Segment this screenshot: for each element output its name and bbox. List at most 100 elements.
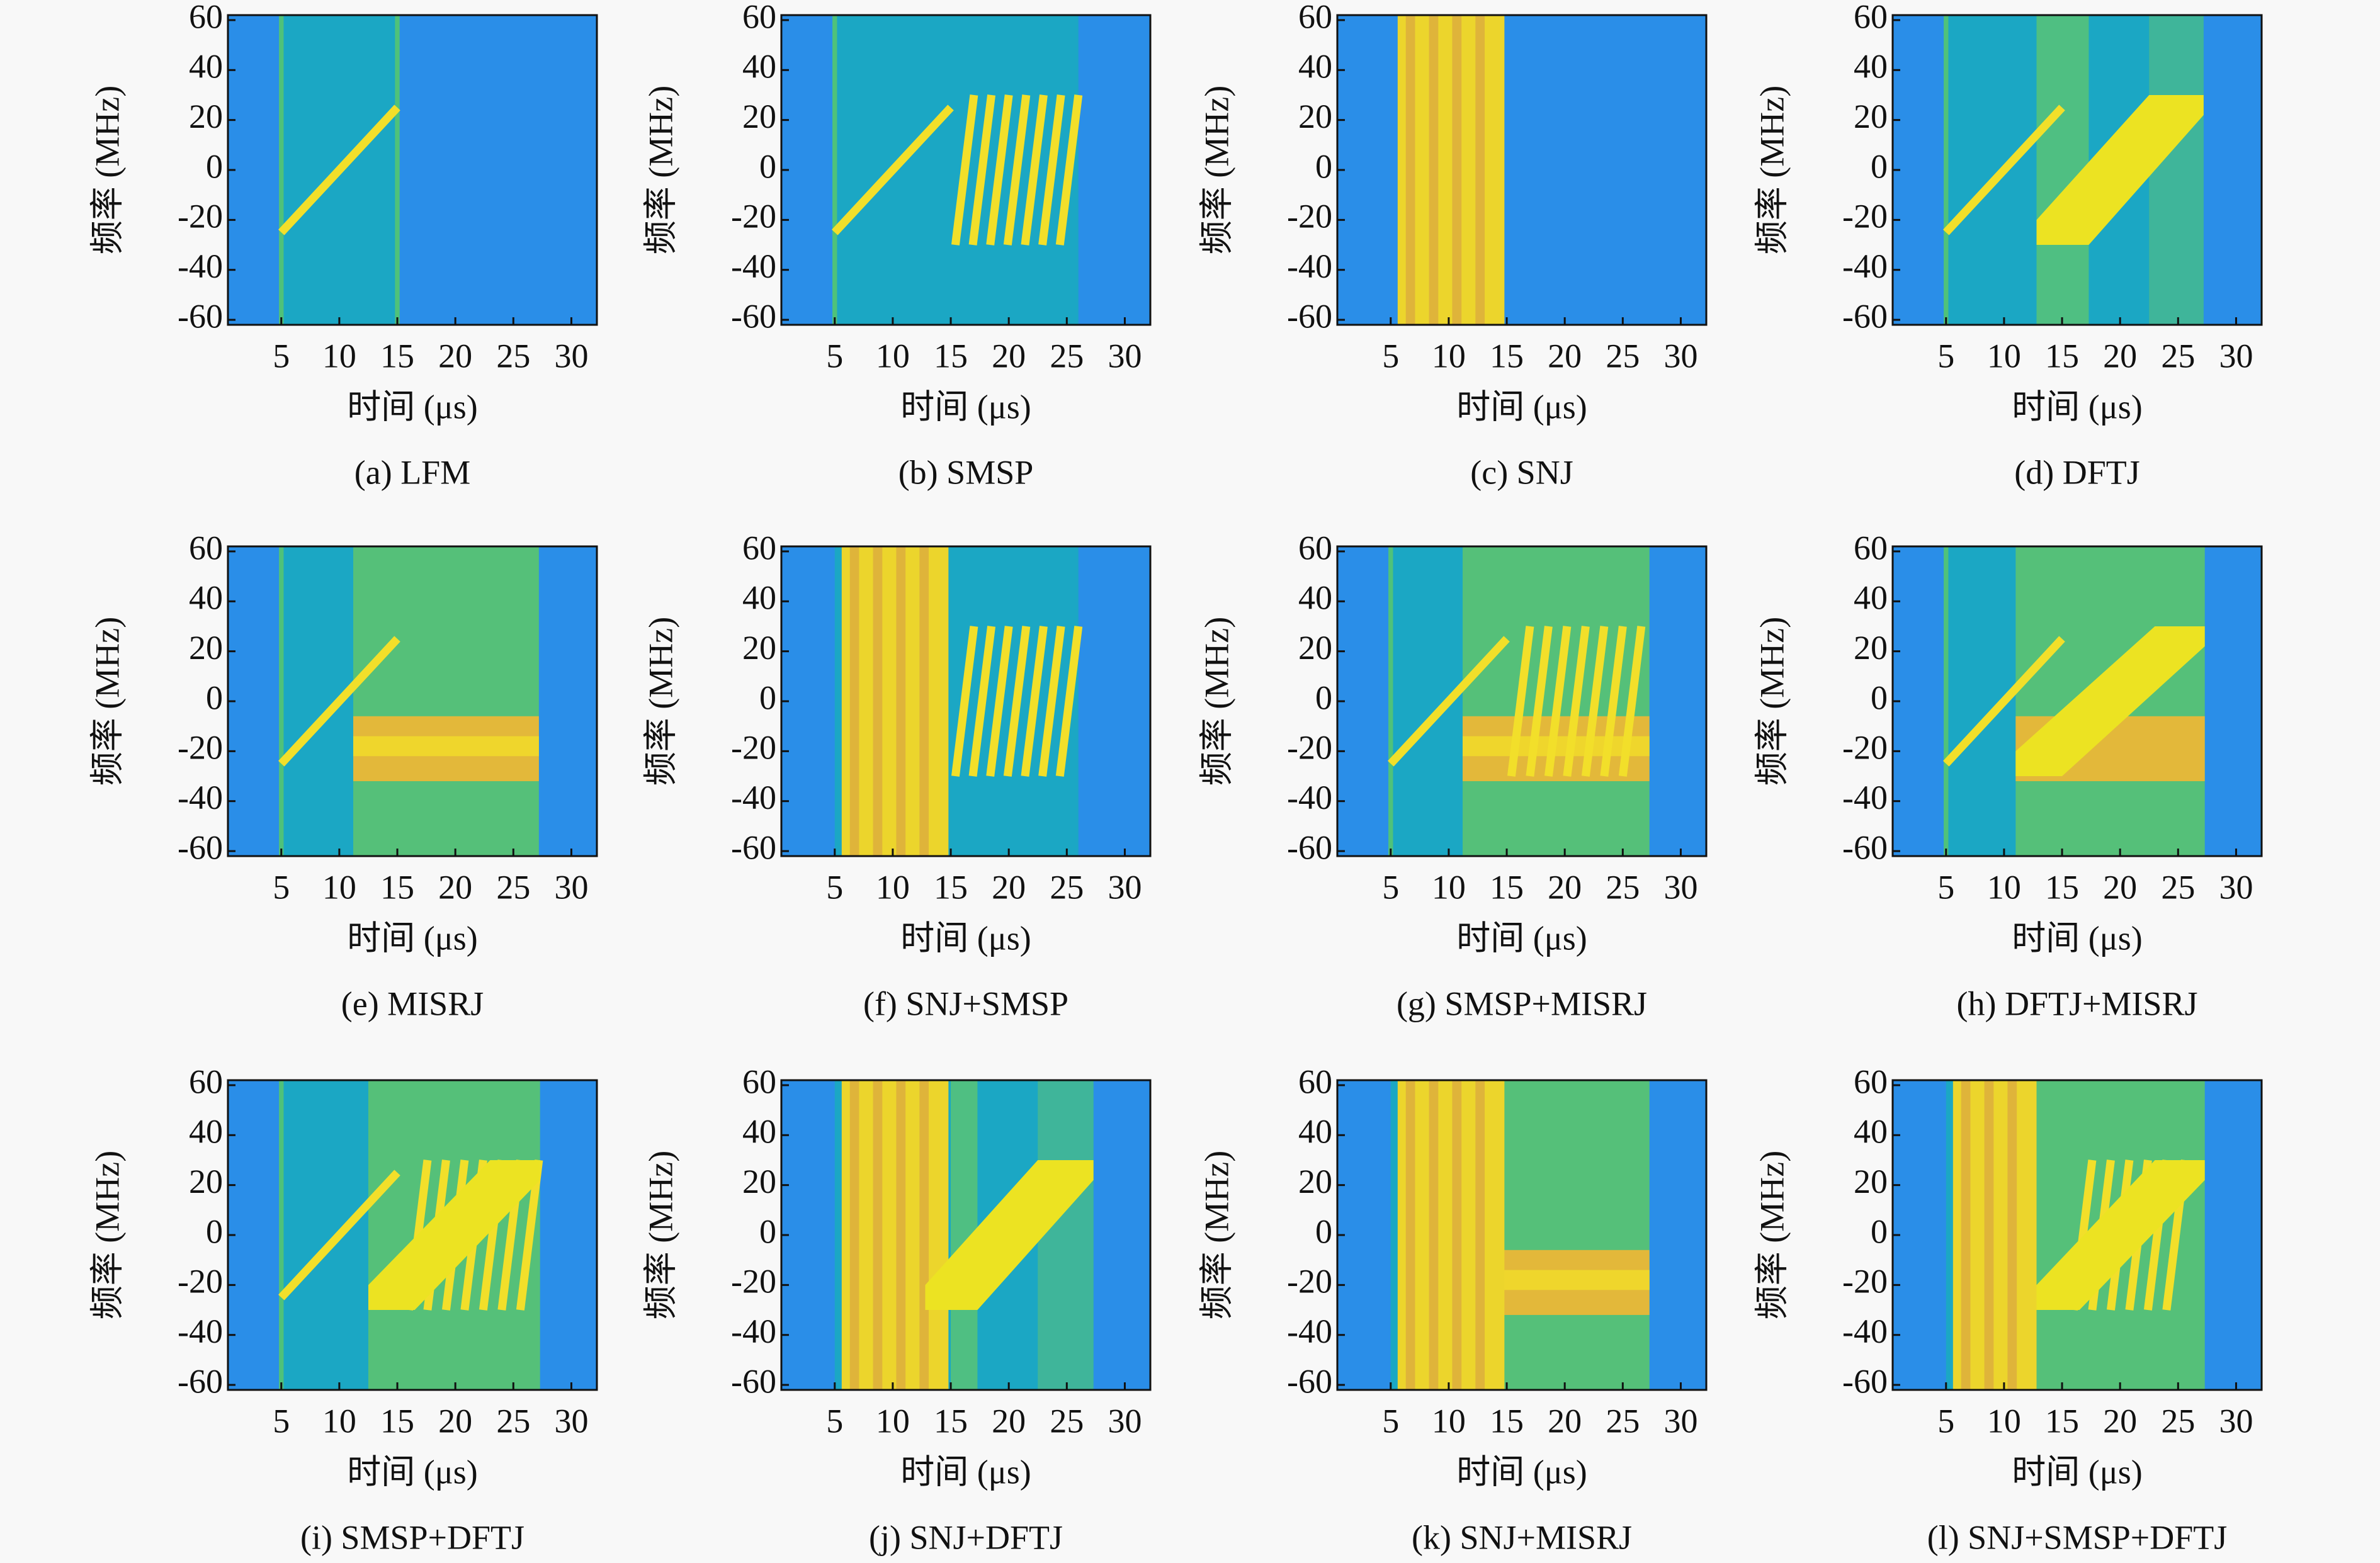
plot-area xyxy=(1893,1080,2262,1390)
x-tick-label: 5 xyxy=(826,1402,843,1440)
region xyxy=(2036,15,2089,325)
y-axis-label: 频率 (MHz) xyxy=(1198,1151,1235,1319)
region xyxy=(873,546,883,856)
panel-caption: (e) MISRJ xyxy=(341,985,484,1022)
panel: 5 10 15 20 25 30 -60 -40 -20 0 20 40 60 时间 (μs) 频率 (MH… xyxy=(1198,1063,1708,1556)
y-tick-label: -20 xyxy=(731,1263,776,1301)
x-tick-label: 5 xyxy=(273,868,290,906)
x-tick-label: 5 xyxy=(1937,868,1954,906)
x-tick-label: 10 xyxy=(876,1402,910,1440)
y-tick-label: -20 xyxy=(178,1263,223,1301)
region xyxy=(279,1080,284,1390)
x-tick-label: 5 xyxy=(273,1402,290,1440)
y-tick-label: -60 xyxy=(178,828,223,866)
chirp xyxy=(1943,636,2065,767)
y-tick-label: 40 xyxy=(189,48,223,86)
y-tick-label: -60 xyxy=(1842,297,1888,335)
panel-caption: (g) SMSP+MISRJ xyxy=(1397,985,1647,1022)
y-tick-label: 0 xyxy=(1315,679,1332,716)
x-tick-label: 15 xyxy=(934,1402,968,1440)
chirp xyxy=(1021,626,1048,777)
y-tick-label: -60 xyxy=(1287,297,1332,335)
x-tick-label: 10 xyxy=(1987,1402,2021,1440)
y-axis-label: 频率 (MHz) xyxy=(1753,1151,1791,1319)
panel: 5 10 15 20 25 30 -60 -40 -20 0 20 40 60 时间 (μs) 频率 (MH… xyxy=(642,1063,1152,1556)
x-axis-label: 时间 (μs) xyxy=(347,388,477,426)
y-tick-label: 60 xyxy=(189,1063,223,1100)
region xyxy=(1961,1080,1971,1390)
x-tick-label: 20 xyxy=(438,337,472,375)
y-tick-label: -60 xyxy=(178,297,223,335)
y-tick-label: 60 xyxy=(189,529,223,567)
region xyxy=(1984,1080,1994,1390)
x-axis-label: 时间 (μs) xyxy=(900,388,1031,426)
region xyxy=(919,1080,929,1390)
x-tick-label: 30 xyxy=(1108,337,1142,375)
x-tick-label: 10 xyxy=(322,1402,356,1440)
panel: 5 10 15 20 25 30 -60 -40 -20 0 20 40 60 时间 (μs) 频率 (MH… xyxy=(1198,529,1708,1022)
region xyxy=(834,15,1079,325)
y-tick-label: 40 xyxy=(1298,1113,1332,1151)
region xyxy=(849,1080,859,1390)
chirp xyxy=(1388,636,1510,767)
y-tick-label: 0 xyxy=(1871,679,1888,716)
y-tick-label: 20 xyxy=(742,98,776,135)
x-tick-label: 5 xyxy=(1382,1402,1399,1440)
x-tick-label: 30 xyxy=(2219,337,2253,375)
y-axis-label: 频率 (MHz) xyxy=(642,1151,679,1319)
y-tick-label: 0 xyxy=(1871,147,1888,185)
y-tick-label: 20 xyxy=(189,98,223,135)
y-axis-label: 频率 (MHz) xyxy=(642,617,679,786)
x-tick-label: 20 xyxy=(438,1402,472,1440)
chirp xyxy=(951,94,978,245)
x-axis-label: 时间 (μs) xyxy=(2012,919,2142,957)
region xyxy=(281,1080,368,1390)
y-tick-label: 0 xyxy=(759,679,776,716)
panel-caption: (c) SNJ xyxy=(1470,453,1573,491)
y-tick-label: 60 xyxy=(1298,529,1332,567)
x-tick-label: 25 xyxy=(1606,337,1640,375)
x-tick-label: 10 xyxy=(322,868,356,906)
region xyxy=(896,546,906,856)
y-tick-label: -60 xyxy=(1842,1362,1888,1400)
x-tick-label: 10 xyxy=(1987,868,2021,906)
x-tick-label: 25 xyxy=(1050,1402,1084,1440)
chirp xyxy=(1021,94,1048,245)
chirp xyxy=(968,94,995,245)
plot-area xyxy=(1337,546,1706,856)
x-axis-label: 时间 (μs) xyxy=(347,1453,477,1491)
chirp xyxy=(278,636,400,767)
chirp xyxy=(1943,104,2065,235)
x-tick-label: 30 xyxy=(1663,868,1697,906)
y-tick-label: 60 xyxy=(1298,1063,1332,1100)
x-tick-label: 10 xyxy=(1432,1402,1466,1440)
x-tick-label: 15 xyxy=(1490,337,1524,375)
x-tick-label: 5 xyxy=(826,868,843,906)
y-tick-label: -20 xyxy=(731,729,776,767)
x-tick-label: 20 xyxy=(1548,1402,1582,1440)
y-axis-label: 频率 (MHz) xyxy=(1198,86,1235,254)
y-axis-label: 频率 (MHz) xyxy=(642,86,679,254)
y-tick-label: 60 xyxy=(1854,0,1888,35)
polygon-region xyxy=(2036,94,2204,245)
y-tick-label: -20 xyxy=(1287,198,1332,235)
region xyxy=(353,736,539,757)
y-tick-label: 40 xyxy=(189,579,223,617)
y-tick-label: 0 xyxy=(759,1212,776,1250)
chirp xyxy=(1507,626,1534,777)
x-tick-label: 20 xyxy=(1548,337,1582,375)
x-tick-label: 30 xyxy=(554,1402,588,1440)
x-tick-label: 5 xyxy=(1382,868,1399,906)
y-tick-label: -40 xyxy=(1842,1312,1888,1350)
y-tick-label: 60 xyxy=(1854,1063,1888,1100)
panel: 5 10 15 20 25 30 -60 -40 -20 0 20 40 60 时间 (μs) 频率 (MH… xyxy=(642,0,1152,491)
y-tick-label: 0 xyxy=(206,1212,223,1250)
y-tick-label: 40 xyxy=(742,48,776,86)
chirp xyxy=(986,94,1013,245)
x-tick-label: 5 xyxy=(273,337,290,375)
region xyxy=(1429,1080,1439,1390)
panel: 5 10 15 20 25 30 -60 -40 -20 0 20 40 60 时间 (μs) 频率 (MH… xyxy=(1753,529,2263,1022)
chirp xyxy=(1038,626,1065,777)
